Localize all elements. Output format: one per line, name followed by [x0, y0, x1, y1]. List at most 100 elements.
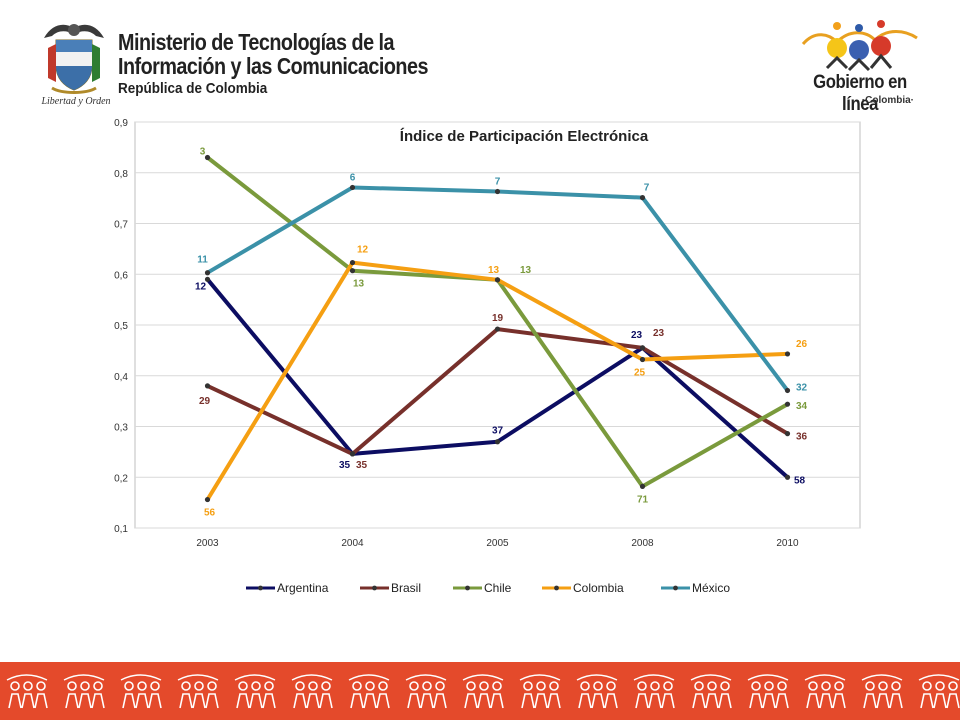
person-figure-icon [262, 681, 276, 709]
person-figure-icon [293, 681, 307, 709]
data-point [784, 401, 791, 407]
data-label: 7 [495, 177, 501, 188]
data-point [784, 351, 791, 357]
arm-arc-icon [918, 674, 960, 681]
person-figure-icon [591, 681, 605, 709]
person-figure-icon [135, 681, 149, 709]
legend-marker [465, 585, 470, 591]
data-point [204, 383, 211, 389]
data-label: 7 [644, 183, 650, 194]
person-figure-icon [319, 681, 333, 709]
person-figure-icon [635, 681, 649, 709]
arm-arc-icon [576, 674, 618, 681]
person-figure-icon [350, 681, 364, 709]
y-tick-label: 0,9 [114, 118, 128, 129]
x-tick-label: 2004 [341, 538, 364, 549]
legend-marker [372, 585, 377, 591]
person-figure-icon [578, 681, 592, 709]
arm-arc-icon [120, 674, 162, 681]
arm-arc-icon [804, 674, 846, 681]
footer-pattern [0, 662, 960, 720]
gobierno-en-linea-logo-icon [801, 20, 918, 72]
data-point [349, 451, 356, 457]
person-figure-icon [806, 681, 820, 709]
data-label: 26 [796, 339, 808, 350]
data-label: 35 [356, 460, 368, 471]
arm-arc-icon [291, 674, 333, 681]
data-point [204, 270, 211, 276]
header: Libertad y Orden Ministerio de Tecnologí… [0, 0, 960, 115]
person-figure-icon [547, 681, 561, 709]
data-label: 6 [350, 172, 356, 183]
data-label: 32 [796, 382, 808, 393]
series-points [204, 154, 791, 503]
data-label: 13 [353, 279, 365, 290]
arm-arc-icon [861, 674, 903, 681]
y-tick-label: 0,4 [114, 372, 128, 383]
arm-arc-icon [177, 674, 219, 681]
data-label: 12 [357, 245, 369, 256]
y-tick-label: 0,8 [114, 169, 128, 180]
data-label: 11 [197, 255, 208, 266]
data-point [784, 387, 791, 394]
data-point [639, 345, 646, 351]
series-line-argentina [205, 278, 789, 479]
arm-arc-icon [690, 674, 732, 681]
data-label: 71 [637, 494, 649, 505]
person-figure-icon [604, 681, 618, 709]
x-tick-label: 2003 [196, 538, 219, 549]
arm-arc-icon [633, 674, 675, 681]
legend: Argentina Brasil Chile Colombia México [246, 581, 730, 595]
data-point [784, 431, 791, 437]
person-figure-icon [705, 681, 719, 709]
person-figure-icon [91, 681, 105, 709]
data-label: 35 [339, 460, 351, 471]
person-figure-icon [205, 681, 219, 709]
person-figure-icon [122, 681, 136, 709]
person-figure-icon [236, 681, 250, 709]
y-tick-label: 0,7 [114, 220, 128, 231]
person-figure-icon [661, 681, 675, 709]
person-figure-icon [876, 681, 890, 709]
data-point [349, 259, 356, 266]
data-label: 36 [796, 432, 808, 443]
data-point [349, 184, 356, 191]
legend-marker [673, 585, 678, 591]
gel-subtitle: ·Colombia· [861, 95, 914, 106]
participation-chart: 0,1 0,2 0,3 0,4 0,5 0,6 0,7 0,8 0,9 2003 2004 2005… [114, 118, 861, 595]
arm-arc-icon [63, 674, 105, 681]
person-figure-icon [718, 681, 732, 709]
person-figure-icon [21, 681, 35, 709]
person-figure-icon [819, 681, 833, 709]
person-figure-icon [363, 681, 377, 709]
arm-arc-icon [747, 674, 789, 681]
data-label: 23 [631, 330, 643, 341]
data-label: 34 [796, 401, 808, 412]
arm-arc-icon [348, 674, 390, 681]
data-label: 37 [492, 426, 504, 437]
colombia-coat-of-arms-icon [44, 24, 104, 94]
ministry-line-1: Ministerio de Tecnologías de la [118, 29, 395, 55]
data-point [494, 277, 501, 283]
person-figure-icon [464, 681, 478, 709]
gel-title: Gobierno en línea [813, 72, 907, 115]
y-tick-label: 0,2 [114, 473, 128, 484]
legend-label: Chile [484, 581, 512, 595]
person-figure-icon [179, 681, 193, 709]
legend-label: Argentina [277, 581, 329, 595]
arm-arc-icon [405, 674, 447, 681]
person-figure-icon [521, 681, 535, 709]
data-label: 56 [204, 508, 216, 519]
data-label: 25 [634, 368, 646, 379]
person-figure-icon [933, 681, 947, 709]
person-figure-icon [376, 681, 390, 709]
x-tick-label: 2010 [776, 538, 799, 549]
people-pattern-icon [6, 674, 960, 709]
data-point [639, 483, 646, 489]
data-label: 3 [200, 147, 206, 158]
y-axis-ticks: 0,1 0,2 0,3 0,4 0,5 0,6 0,7 0,8 0,9 [114, 118, 128, 535]
person-figure-icon [407, 681, 421, 709]
person-figure-icon [863, 681, 877, 709]
person-figure-icon [65, 681, 79, 709]
legend-marker [554, 585, 559, 591]
